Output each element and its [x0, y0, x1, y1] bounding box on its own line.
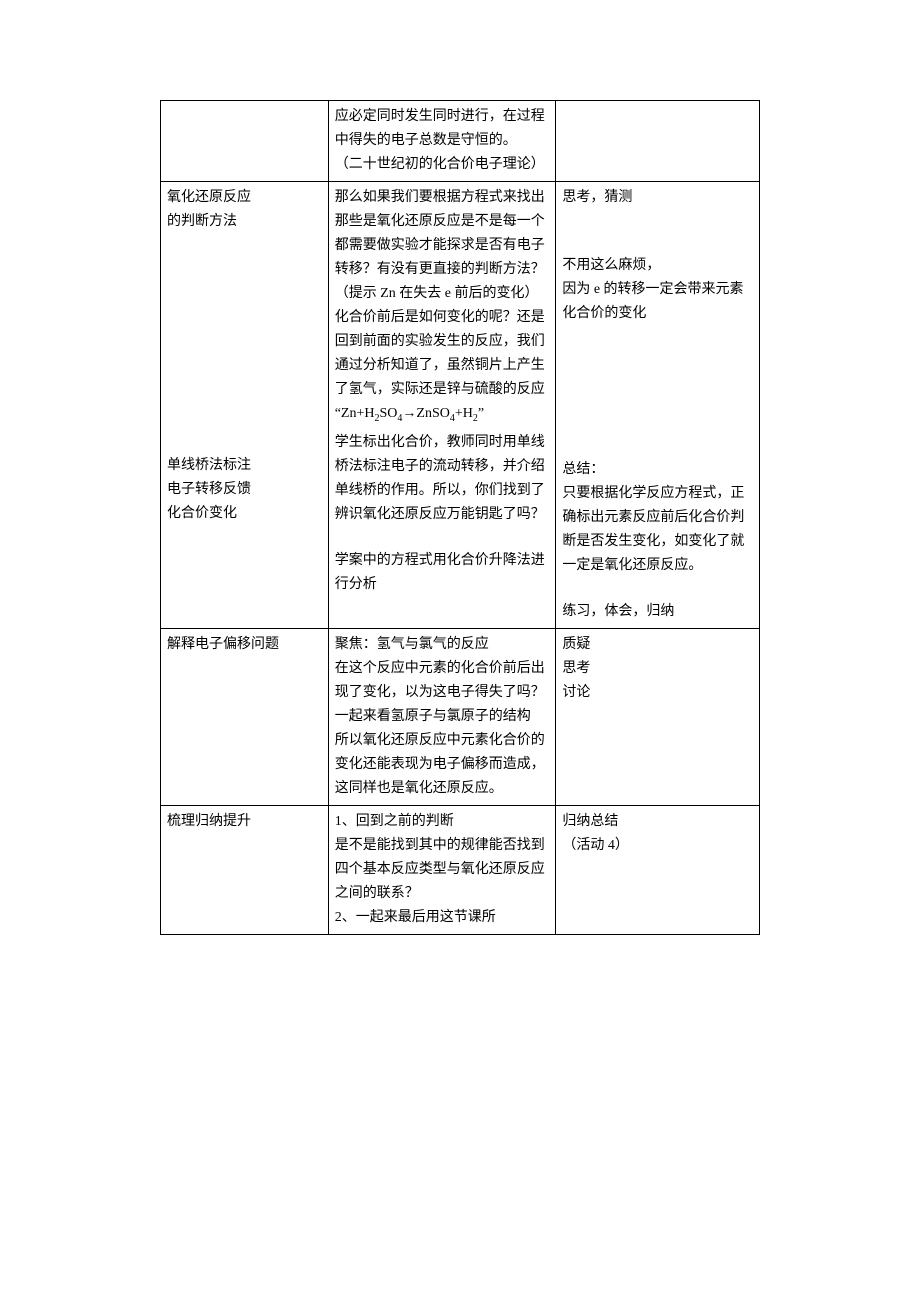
- cell-student: 归纳总结（活动 4）: [556, 806, 760, 935]
- text: 1、回到之前的判断是不是能找到其中的规律能否找到四个基本反应类型与氧化还原反应之…: [335, 814, 545, 925]
- cell-teacher: 聚焦：氢气与氯气的反应在这个反应中元素的化合价前后出现了变化，以为这电子得失了吗…: [328, 629, 556, 806]
- text: ”: [478, 406, 484, 421]
- text: →ZnSO: [402, 406, 449, 421]
- text: 解释电子偏移问题: [167, 637, 279, 652]
- cell-topic: 氧化还原反应的判断方法 单线桥法标注电子转移反馈化合价变化: [161, 182, 329, 629]
- text: 那么如果我们要根据方程式来找出那些是氧化还原反应是不是每一个都需要做实验才能探求…: [335, 186, 550, 306]
- text: 归纳总结（活动 4）: [562, 814, 629, 853]
- cell-topic: 梳理归纳提升: [161, 806, 329, 935]
- text: 应必定同时发生同时进行，在过程中得失的电子总数是守恒的。（二十世纪初的化合价电子…: [335, 109, 545, 172]
- cell-topic: [161, 101, 329, 182]
- table-row: 解释电子偏移问题 聚焦：氢气与氯气的反应在这个反应中元素的化合价前后出现了变化，…: [161, 629, 760, 806]
- text: 单线桥法标注电子转移反馈化合价变化: [167, 454, 322, 526]
- text: 氧化还原反应的判断方法: [167, 186, 322, 234]
- cell-student: 质疑思考讨论: [556, 629, 760, 806]
- cell-teacher: 1、回到之前的判断是不是能找到其中的规律能否找到四个基本反应类型与氧化还原反应之…: [328, 806, 556, 935]
- text: 质疑思考讨论: [562, 637, 590, 700]
- cell-student: 思考，猜测 不用这么麻烦，因为 e 的转移一定会带来元素化合价的变化 总结：只要…: [556, 182, 760, 629]
- table-row: 氧化还原反应的判断方法 单线桥法标注电子转移反馈化合价变化 那么如果我们要根据方…: [161, 182, 760, 629]
- text: SO: [380, 406, 398, 421]
- cell-student: [556, 101, 760, 182]
- text: 思考，猜测: [562, 186, 753, 210]
- lesson-table: 应必定同时发生同时进行，在过程中得失的电子总数是守恒的。（二十世纪初的化合价电子…: [160, 100, 760, 935]
- table-row: 梳理归纳提升 1、回到之前的判断是不是能找到其中的规律能否找到四个基本反应类型与…: [161, 806, 760, 935]
- text: 学案中的方程式用化合价升降法进行分析: [335, 549, 550, 597]
- table-row: 应必定同时发生同时进行，在过程中得失的电子总数是守恒的。（二十世纪初的化合价电子…: [161, 101, 760, 182]
- text: 梳理归纳提升: [167, 814, 251, 829]
- text: +H: [455, 406, 473, 421]
- cell-teacher: 那么如果我们要根据方程式来找出那些是氧化还原反应是不是每一个都需要做实验才能探求…: [328, 182, 556, 629]
- text: 学生标出化合价，教师同时用单线桥法标注电子的流动转移，并介绍单线桥的作用。所以，…: [335, 431, 550, 527]
- text: 化合价前后是如何变化的呢？还是回到前面的实验发生的反应，我们通过分析知道了，虽然…: [335, 306, 550, 402]
- text: 总结：只要根据化学反应方程式，正确标出元素反应前后化合价判断是否发生变化，如变化…: [562, 458, 753, 578]
- text: 聚焦：氢气与氯气的反应在这个反应中元素的化合价前后出现了变化，以为这电子得失了吗…: [335, 637, 545, 796]
- text: “Zn+H: [335, 406, 375, 421]
- text: 练习，体会，归纳: [562, 600, 753, 624]
- cell-topic: 解释电子偏移问题: [161, 629, 329, 806]
- cell-teacher: 应必定同时发生同时进行，在过程中得失的电子总数是守恒的。（二十世纪初的化合价电子…: [328, 101, 556, 182]
- text: 不用这么麻烦，因为 e 的转移一定会带来元素化合价的变化: [562, 254, 753, 326]
- equation: “Zn+H2SO4→ZnSO4+H2”: [335, 402, 550, 431]
